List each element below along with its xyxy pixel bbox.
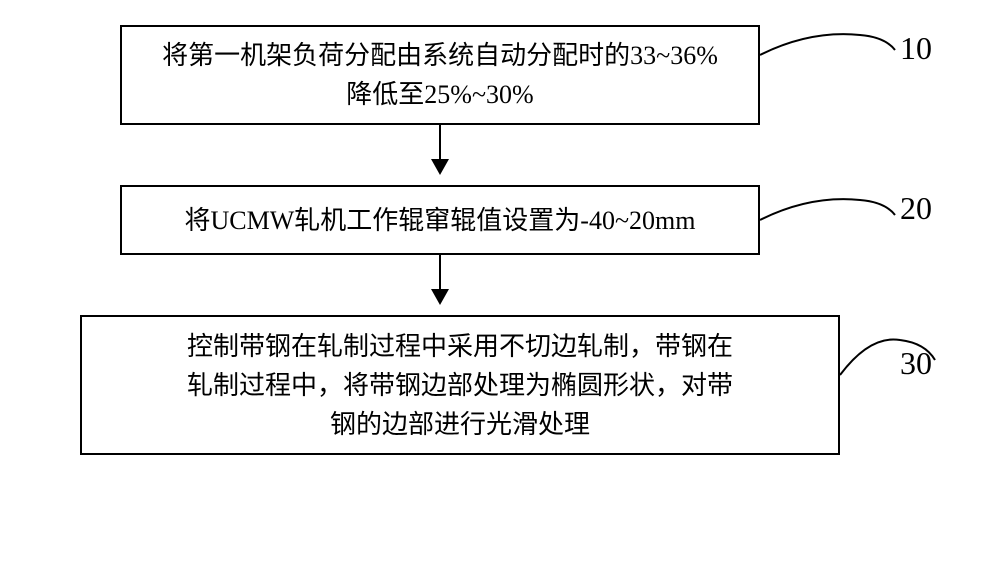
text-line: 轧制过程中，将带钢边部处理为椭圆形状，对带: [187, 371, 733, 400]
arrow-container: [120, 125, 760, 185]
arrow-container: [120, 255, 760, 315]
text-line: 将UCMW轧机工作辊窜辊值设置为-40~20mm: [185, 206, 696, 235]
text-line: 钢的边部进行光滑处理: [330, 410, 590, 439]
flowchart-container: 将第一机架负荷分配由系统自动分配时的33~36% 降低至25%~30% 将UCM…: [80, 25, 920, 455]
step-text: 将UCMW轧机工作辊窜辊值设置为-40~20mm: [185, 201, 696, 240]
step-label-10: 10: [900, 30, 932, 67]
text-line: 控制带钢在轧制过程中采用不切边轧制，带钢在: [187, 332, 733, 361]
arrow-down-icon: [439, 125, 441, 173]
flowchart-step-20: 将UCMW轧机工作辊窜辊值设置为-40~20mm: [120, 185, 760, 255]
step-label-20: 20: [900, 190, 932, 227]
arrow-down-icon: [439, 255, 441, 303]
step-text: 将第一机架负荷分配由系统自动分配时的33~36% 降低至25%~30%: [162, 36, 718, 114]
flowchart-step-10: 将第一机架负荷分配由系统自动分配时的33~36% 降低至25%~30%: [120, 25, 760, 125]
step-text: 控制带钢在轧制过程中采用不切边轧制，带钢在 轧制过程中，将带钢边部处理为椭圆形状…: [187, 327, 733, 444]
text-line: 降低至25%~30%: [346, 80, 533, 109]
step-label-30: 30: [900, 345, 932, 382]
flowchart-step-30: 控制带钢在轧制过程中采用不切边轧制，带钢在 轧制过程中，将带钢边部处理为椭圆形状…: [80, 315, 840, 455]
text-line: 将第一机架负荷分配由系统自动分配时的33~36%: [162, 41, 718, 70]
